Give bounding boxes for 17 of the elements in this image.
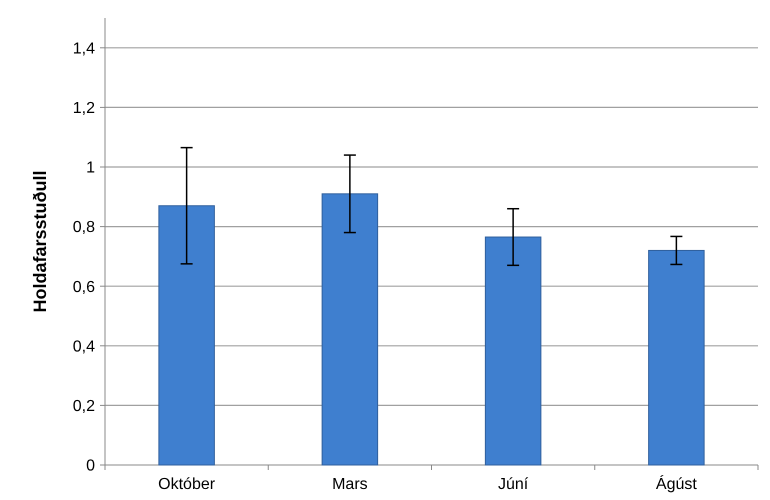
bar: [484, 236, 542, 466]
bar: [322, 193, 378, 466]
bar: [158, 205, 215, 466]
x-tick-label: Ágúst: [656, 475, 698, 493]
y-tick-label: 0,4: [72, 338, 96, 356]
x-tick-label: Mars: [332, 476, 368, 493]
y-tick-label: 1: [86, 160, 96, 177]
y-tick-label: 1,4: [72, 40, 96, 58]
y-tick-label: 0,6: [72, 278, 96, 296]
x-tick-label: Júní: [498, 476, 529, 493]
y-axis-title: Holdafarsstuðull: [30, 170, 50, 313]
y-tick-label: 1,2: [72, 100, 96, 117]
y-tick-label: 0,2: [72, 398, 96, 415]
x-tick-label: Október: [158, 476, 216, 493]
y-tick-label: 0,8: [72, 219, 96, 236]
y-tick-label: 0: [86, 458, 96, 475]
bar: [648, 250, 705, 466]
